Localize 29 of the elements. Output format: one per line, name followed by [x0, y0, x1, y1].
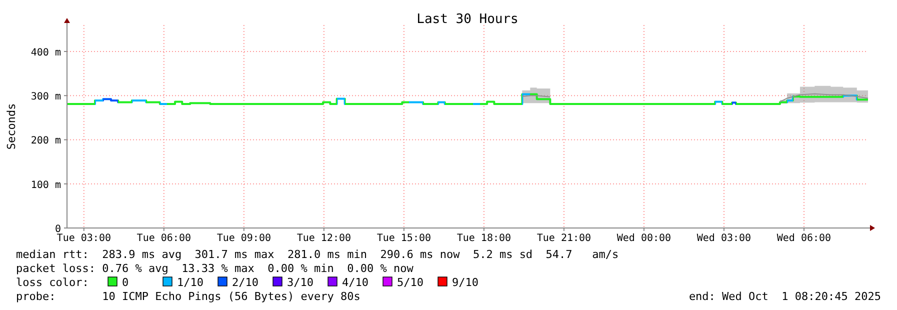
x-tick-label: Tue 15:00 — [376, 233, 432, 244]
y-axis-title: Seconds — [5, 103, 18, 150]
legend-label: 4/10 — [342, 276, 368, 289]
x-tick-label: Tue 21:00 — [536, 233, 592, 244]
legend-label: 5/10 — [397, 276, 424, 289]
text: median rtt: 283.9 ms avg 301.7 ms max 281.0 ms min 290.6 ms now 5.2 ms sd 54.7 am/s — [16, 248, 619, 261]
y-tick-label: 400 m — [30, 47, 61, 58]
text: end: Wed Oct 1 08:20:45 2025 — [688, 290, 881, 303]
chart-title: Last 30 Hours — [416, 12, 518, 27]
x-tick-label: Wed 06:00 — [776, 233, 832, 244]
legend-label: 9/10 — [452, 276, 478, 289]
x-tick-label: Tue 03:00 — [56, 233, 111, 244]
x-tick-label: Tue 09:00 — [216, 233, 272, 244]
text: probe: 10 ICMP Echo Pings (56 Bytes) every 80s — [16, 290, 360, 303]
x-tick-label: Tue 06:00 — [136, 233, 191, 244]
y-tick-label: 100 m — [30, 180, 61, 191]
y-tick-label: 200 m — [30, 136, 61, 147]
legend-title: loss color: — [16, 276, 89, 289]
x-tick-label: Tue 12:00 — [296, 233, 352, 244]
x-tick-label: Tue 18:00 — [456, 233, 512, 244]
x-tick-label: Wed 03:00 — [696, 233, 752, 244]
legend-label: 2/10 — [232, 276, 258, 289]
legend-label: 3/10 — [287, 276, 314, 289]
y-tick-label: 0 — [54, 224, 61, 235]
legend-label: 0 — [122, 276, 129, 289]
y-tick-label: 300 m — [30, 92, 61, 103]
x-tick-label: Wed 00:00 — [616, 233, 672, 244]
text: packet loss: 0.76 % avg 13.33 % max 0.00 % min 0.00 % now — [16, 262, 414, 275]
legend-label: 1/10 — [177, 276, 204, 289]
